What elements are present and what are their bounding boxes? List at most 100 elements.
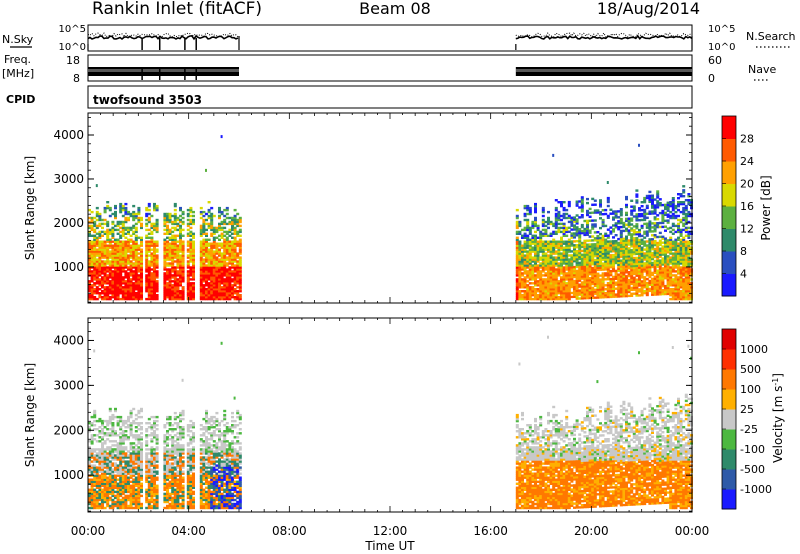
power-cell <box>233 222 237 226</box>
power-cell <box>127 297 130 301</box>
power-cell <box>630 266 634 270</box>
power-cell <box>554 297 558 301</box>
power-cell <box>648 200 652 203</box>
power-cell <box>638 272 641 275</box>
power-cell <box>622 283 626 286</box>
power-cell <box>168 286 172 289</box>
power-cell <box>674 288 678 291</box>
power-cell <box>207 290 211 293</box>
power-cell <box>526 238 530 241</box>
power-cell <box>526 297 530 301</box>
power-cell <box>625 269 628 272</box>
power-cell <box>669 202 673 206</box>
power-cell <box>210 256 214 259</box>
power-cell <box>233 246 237 249</box>
power-cell <box>640 214 644 218</box>
power-cell <box>614 259 618 263</box>
nsky-tick-bottom: 10^0 <box>59 42 86 53</box>
power-cell <box>186 294 190 297</box>
power-cell <box>684 214 688 218</box>
power-cell <box>627 243 631 246</box>
power-cell <box>119 274 123 277</box>
velocity-cell <box>98 474 102 477</box>
power-cell <box>523 268 527 271</box>
power-cell <box>541 214 545 218</box>
power-cell <box>552 268 556 271</box>
power-cell <box>205 280 208 283</box>
power-cell <box>534 242 537 245</box>
power-cell <box>627 286 631 290</box>
power-cell <box>562 226 566 230</box>
power-cell <box>677 268 680 271</box>
power-cell <box>567 246 571 249</box>
power-cell <box>593 292 597 295</box>
power-cell <box>534 290 537 293</box>
power-cell <box>207 292 211 295</box>
power-cell <box>619 263 623 266</box>
power-cell <box>223 242 227 245</box>
power-cell <box>119 208 123 212</box>
power-cell <box>101 270 104 273</box>
power-cell <box>666 213 670 216</box>
velocity-cell <box>98 452 102 455</box>
power-cell <box>666 257 670 260</box>
power-cell <box>593 247 597 250</box>
power-cell <box>218 270 221 273</box>
power-cell <box>580 273 584 276</box>
power-cell <box>567 240 571 243</box>
power-cell <box>596 292 600 295</box>
power-cell <box>179 208 182 212</box>
power-cell <box>114 278 117 281</box>
power-cell <box>664 259 667 262</box>
power-cell <box>596 264 600 268</box>
power-cell <box>560 258 563 261</box>
power-cell <box>617 291 621 294</box>
power-cell <box>233 220 237 224</box>
power-cell <box>674 246 678 249</box>
power-cell <box>168 284 172 287</box>
power-cell <box>588 207 592 211</box>
power-cell <box>687 254 691 257</box>
power-cell <box>606 248 610 251</box>
power-cell <box>669 276 673 279</box>
power-cell <box>155 254 159 257</box>
power-cell <box>640 250 644 253</box>
power-cell <box>171 262 175 265</box>
power-cell <box>223 274 227 277</box>
power-cell <box>536 248 540 251</box>
power-cell <box>238 258 242 261</box>
power-cell <box>601 266 605 269</box>
velocity-cell <box>90 492 94 496</box>
power-cell <box>215 274 219 277</box>
power-cell <box>166 254 169 257</box>
power-cell <box>562 230 566 234</box>
power-cell <box>547 290 550 293</box>
power-cell <box>189 272 193 275</box>
nsearch-label: N.Search <box>746 30 796 43</box>
velocity-cell <box>93 484 97 487</box>
power-cell <box>518 284 522 287</box>
power-cell <box>604 294 608 297</box>
power-cell <box>567 288 571 291</box>
power-cell <box>648 275 652 279</box>
power-cell <box>212 290 216 293</box>
power-cell <box>687 202 691 206</box>
power-cell <box>599 232 602 236</box>
power-cell <box>651 261 654 265</box>
power-cell <box>145 256 149 259</box>
power-cell <box>635 280 639 283</box>
power-cell <box>233 292 237 295</box>
power-cell <box>114 214 117 218</box>
power-cell <box>658 267 662 270</box>
power-cell <box>171 266 175 269</box>
power-cell <box>231 270 234 273</box>
power-cell <box>205 222 208 226</box>
power-cell <box>119 278 123 281</box>
power-cell <box>640 258 644 261</box>
power-cell <box>635 250 639 254</box>
power-cell <box>677 294 680 297</box>
power-cell <box>539 256 543 259</box>
power-cell <box>601 242 605 245</box>
power-cell <box>134 264 138 267</box>
power-cell <box>228 252 232 255</box>
